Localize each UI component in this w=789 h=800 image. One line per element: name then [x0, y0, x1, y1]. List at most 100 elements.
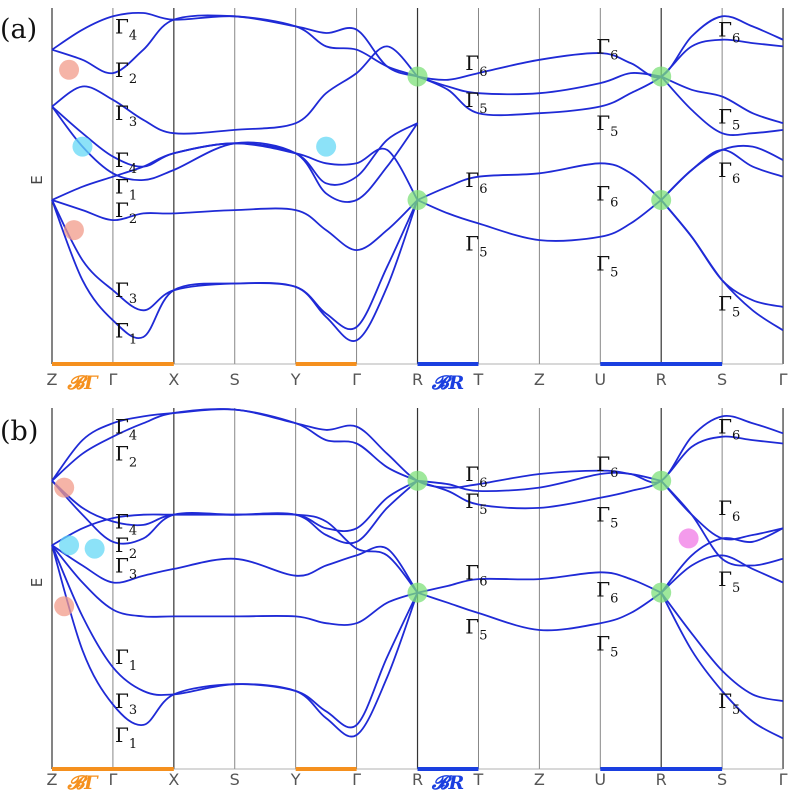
kpoint-tick-label: U: [594, 370, 606, 389]
band-series-14: [417, 591, 662, 632]
irrep-label: Γ1: [115, 723, 137, 752]
degeneracy-node: [72, 136, 93, 157]
irrep-label: Γ5: [718, 292, 740, 321]
irrep-label: Γ6: [718, 18, 740, 47]
band-series-16: [660, 554, 784, 594]
kpoint-tick-label: R: [412, 370, 423, 389]
band-series-10: [417, 471, 662, 493]
segment-label: 𝓑Γ: [66, 372, 99, 394]
kpoint-tick-label: Z: [534, 370, 545, 389]
segment-label: 𝓑R: [431, 772, 465, 794]
irrep-label: Γ6: [718, 415, 740, 444]
irrep-label: Γ3: [115, 554, 137, 583]
kpoint-tick-label: X: [168, 370, 179, 389]
kpoint-tick-label: T: [473, 370, 484, 389]
kpoint-tick-label: S: [717, 370, 727, 389]
degeneracy-node: [407, 582, 428, 603]
irrep-label: Γ1: [115, 645, 137, 674]
segment-label: 𝓑R: [431, 372, 465, 394]
irrep-label: Γ5: [596, 503, 618, 532]
degeneracy-node: [54, 477, 75, 498]
degeneracy-node: [407, 470, 428, 491]
kpoint-tick-label: Y: [290, 770, 301, 789]
irrep-label: Γ6: [718, 496, 740, 525]
irrep-label: Γ6: [465, 560, 487, 589]
kpoint-tick-label: Z: [534, 770, 545, 789]
degeneracy-node: [651, 582, 672, 603]
irrep-label: Γ2: [115, 442, 137, 471]
band-series-7: [51, 544, 418, 626]
degeneracy-node: [678, 528, 699, 549]
irrep-label: Γ6: [596, 452, 618, 481]
band-series-17: [660, 592, 784, 702]
irrep-label: Γ5: [465, 88, 487, 117]
band-series-13: [417, 162, 662, 201]
y-axis-label: E: [28, 578, 46, 587]
band-series-8: [660, 75, 784, 136]
degeneracy-node: [59, 59, 80, 80]
irrep-label: Γ4: [115, 509, 137, 538]
irrep-label: Γ5: [465, 489, 487, 518]
kpoint-tick-label: Γ: [779, 370, 788, 389]
band-series-12: [51, 199, 419, 342]
irrep-label: Γ2: [115, 198, 137, 227]
kpoint-tick-label: Γ: [352, 770, 361, 789]
degeneracy-node: [59, 535, 80, 556]
irrep-label: Γ5: [718, 689, 740, 718]
degeneracy-node: [651, 190, 672, 211]
kpoint-tick-label: S: [230, 770, 240, 789]
kpoint-tick-label: S: [230, 370, 240, 389]
panel-label: (b): [0, 416, 38, 447]
kpoint-tick-label: Z: [47, 370, 58, 389]
irrep-label: Γ4: [115, 14, 137, 43]
degeneracy-node: [54, 596, 75, 617]
band-series-18: [660, 199, 784, 332]
degeneracy-node: [651, 470, 672, 491]
band-series-16: [660, 148, 784, 201]
segment-label: 𝓑Γ: [66, 772, 99, 794]
kpoint-tick-label: R: [656, 770, 667, 789]
irrep-label: Γ5: [596, 111, 618, 140]
kpoint-tick-label: Y: [290, 370, 301, 389]
irrep-label: Γ6: [465, 462, 487, 491]
irrep-label: Γ5: [465, 231, 487, 260]
kpoint-tick-label: Γ: [108, 770, 117, 789]
degeneracy-node: [407, 190, 428, 211]
irrep-label: Γ5: [718, 567, 740, 596]
irrep-label: Γ2: [115, 58, 137, 87]
irrep-label: Γ6: [596, 34, 618, 63]
irrep-label: Γ4: [115, 148, 137, 177]
irrep-label: Γ5: [596, 632, 618, 661]
kpoint-tick-label: Γ: [779, 770, 788, 789]
kpoint-tick-label: Γ: [108, 370, 117, 389]
kpoint-tick-label: R: [656, 370, 667, 389]
panel-label: (a): [0, 14, 37, 45]
irrep-label: Γ6: [596, 181, 618, 210]
band-series-18: [660, 592, 784, 740]
band-series-13: [417, 571, 662, 594]
irrep-label: Γ3: [115, 278, 137, 307]
band-series-9: [51, 142, 419, 201]
kpoint-tick-label: X: [168, 770, 179, 789]
y-axis-label: E: [28, 175, 46, 184]
irrep-label: Γ1: [115, 175, 137, 204]
irrep-label: Γ3: [115, 101, 137, 130]
band-series-14: [417, 199, 662, 242]
band-series-7: [660, 75, 784, 125]
panel-b: Γ4Γ2Γ4Γ2Γ3Γ1Γ3Γ1Γ6Γ5Γ6Γ5Γ6Γ6Γ6Γ5Γ6Γ5Γ5Γ5…: [0, 408, 788, 794]
band-series-6: [417, 72, 662, 96]
kpoint-tick-label: Z: [47, 770, 58, 789]
degeneracy-node: [63, 220, 84, 241]
kpoint-tick-label: R: [412, 770, 423, 789]
irrep-label: Γ6: [465, 168, 487, 197]
irrep-label: Γ1: [115, 318, 137, 347]
band-series-15: [660, 527, 784, 594]
degeneracy-node: [316, 136, 337, 157]
panel-a: Γ4Γ2Γ3Γ4Γ1Γ2Γ3Γ1Γ6Γ5Γ6Γ5Γ6Γ5Γ6Γ5Γ6Γ5Γ6Γ5…: [0, 8, 788, 394]
band-series-6: [51, 544, 419, 594]
irrep-label: Γ4: [115, 415, 137, 444]
band-series-3: [51, 45, 419, 135]
degeneracy-node: [407, 66, 428, 87]
irrep-label: Γ6: [596, 577, 618, 606]
